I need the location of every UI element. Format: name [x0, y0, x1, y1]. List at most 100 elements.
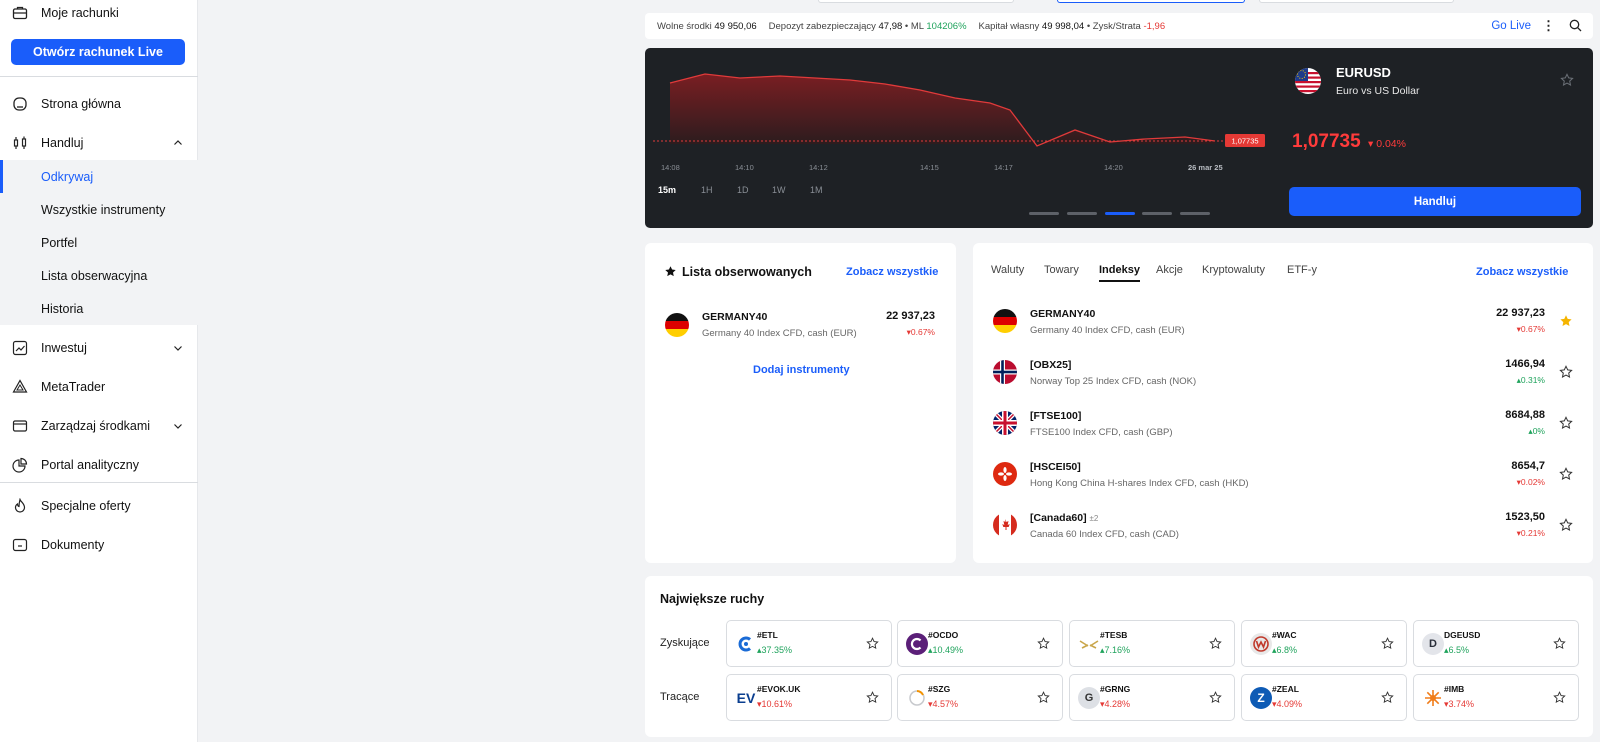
- down-arrow-icon: ▾: [1272, 699, 1277, 709]
- sidebar-subitem-history[interactable]: Historia: [0, 292, 198, 325]
- open-live-account-button[interactable]: Otwórz rachunek Live: [11, 39, 185, 65]
- mover-card[interactable]: #OCDO ▴10.49%: [897, 620, 1063, 667]
- star-outline-icon[interactable]: [1553, 691, 1566, 704]
- tab-crypto[interactable]: Kryptowaluty: [1202, 264, 1265, 276]
- markets-see-all-link[interactable]: Zobacz wszystkie: [1476, 266, 1569, 278]
- mover-change: ▾4.57%: [928, 699, 958, 710]
- star-outline-icon[interactable]: [1559, 365, 1573, 379]
- mover-change: ▴37.35%: [757, 645, 792, 656]
- chevron-down-icon: [172, 342, 184, 354]
- carousel-dot[interactable]: [1105, 212, 1135, 215]
- mover-card[interactable]: #SZG ▾4.57%: [897, 674, 1063, 721]
- sidebar-subitem-label: Portfel: [41, 235, 78, 250]
- search-icon[interactable]: [1569, 19, 1583, 33]
- add-instruments-link[interactable]: Dodaj instrumenty: [753, 364, 850, 376]
- instrument-chart-card: 1,07735 14:08 14:10 14:12 14:15 14:17 14…: [645, 48, 1593, 228]
- sidebar-item-accounts[interactable]: Moje rachunki: [0, 0, 198, 29]
- sidebar-subitem-watchlist[interactable]: Lista obserwacyjna: [0, 259, 198, 292]
- down-arrow-icon: ▾: [1516, 324, 1521, 334]
- carousel-dot[interactable]: [1180, 212, 1210, 215]
- mover-card[interactable]: G #GRNG ▾4.28%: [1069, 674, 1235, 721]
- mover-card[interactable]: #TESB ▴7.16%: [1069, 620, 1235, 667]
- mover-change-value: 37.35%: [761, 645, 793, 655]
- sidebar-item-label: Zarządzaj środkami: [41, 419, 151, 433]
- sidebar-item-home[interactable]: Strona główna: [0, 88, 198, 120]
- market-change-value: 0.02%: [1520, 477, 1545, 487]
- sidebar-subitem-all-instruments[interactable]: Wszystkie instrumenty: [0, 193, 198, 226]
- mover-card[interactable]: #ETL ▴37.35%: [726, 620, 892, 667]
- up-arrow-icon: ▴: [1100, 645, 1105, 655]
- market-instrument-name[interactable]: [OBX25]: [1030, 359, 1072, 371]
- sidebar-item-trade[interactable]: Handluj: [0, 127, 198, 159]
- star-outline-icon[interactable]: [1560, 73, 1574, 87]
- star-outline-icon[interactable]: [1381, 691, 1394, 704]
- carousel-dot[interactable]: [1142, 212, 1172, 215]
- go-live-link[interactable]: Go Live: [1491, 20, 1531, 32]
- tab-currencies[interactable]: Waluty: [991, 264, 1025, 276]
- eurusd-flag-icon: [1295, 68, 1321, 94]
- watchlist-instrument-change: ▾0.67%: [907, 327, 935, 338]
- market-instrument-name[interactable]: [FTSE100]: [1030, 410, 1082, 422]
- timeframe-1h[interactable]: 1H: [701, 185, 713, 195]
- sidebar-item-metatrader[interactable]: MetaTrader: [0, 371, 198, 403]
- market-instrument-name[interactable]: GERMANY40: [1030, 308, 1096, 320]
- sidebar-item-special-offers[interactable]: Specjalne oferty: [0, 490, 198, 522]
- star-outline-icon[interactable]: [1559, 416, 1573, 430]
- tab-stocks[interactable]: Akcje: [1156, 264, 1183, 276]
- market-instrument-price: 8684,88: [1505, 409, 1545, 421]
- star-outline-icon[interactable]: [866, 691, 879, 704]
- sidebar-item-invest[interactable]: Inwestuj: [0, 332, 198, 364]
- more-menu-icon[interactable]: ⋮: [1542, 18, 1555, 33]
- margin-value: 47,98: [878, 20, 903, 32]
- chevron-down-icon: [172, 420, 184, 432]
- timeframe-15m[interactable]: 15m: [658, 185, 677, 195]
- market-instrument-name[interactable]: [HSCEI50]: [1030, 461, 1081, 473]
- mover-card[interactable]: D DGEUSD ▴6.5%: [1413, 620, 1579, 667]
- price-area: [670, 74, 1215, 146]
- szg-logo-icon: [906, 687, 928, 709]
- price-chart: 1,07735 14:08 14:10 14:12 14:15 14:17 14…: [653, 73, 1265, 172]
- market-instrument-price: 22 937,23: [1496, 307, 1545, 319]
- star-outline-icon[interactable]: [1559, 467, 1573, 481]
- mover-card[interactable]: #IMB ▾3.74%: [1413, 674, 1579, 721]
- etl-logo-icon: [735, 633, 757, 655]
- star-outline-icon[interactable]: [1037, 637, 1050, 650]
- star-outline-icon[interactable]: [1553, 637, 1566, 650]
- star-outline-icon[interactable]: [1037, 691, 1050, 704]
- tab-etf[interactable]: ETF-y: [1287, 264, 1317, 276]
- mover-card[interactable]: EV #EVOK.UK ▾10.61%: [726, 674, 892, 721]
- timeframe-1d[interactable]: 1D: [737, 185, 749, 195]
- mover-change-value: 10.61%: [761, 699, 793, 709]
- star-outline-icon[interactable]: [1209, 691, 1222, 704]
- sidebar-item-analytics[interactable]: Portal analityczny: [0, 449, 198, 481]
- carousel-dot[interactable]: [1029, 212, 1059, 215]
- tab-indices[interactable]: Indeksy: [1099, 264, 1140, 282]
- market-instrument-name[interactable]: [Canada60] ±2: [1030, 512, 1098, 524]
- tab-commodities[interactable]: Towary: [1044, 264, 1079, 276]
- market-instrument-change: ▴0%: [1528, 426, 1545, 437]
- sidebar-subitem-discover[interactable]: Odkrywaj: [0, 160, 198, 193]
- mover-card[interactable]: #WAC ▴6.8%: [1241, 620, 1407, 667]
- star-filled-icon[interactable]: [1559, 314, 1573, 328]
- market-instrument-desc: Germany 40 Index CFD, cash (EUR): [1030, 325, 1185, 336]
- sidebar-item-manage-funds[interactable]: Zarządzaj środkami: [0, 410, 198, 442]
- norway-flag-icon: [993, 360, 1017, 384]
- watchlist-instrument-desc: Germany 40 Index CFD, cash (EUR): [702, 328, 857, 339]
- market-instrument-sup: ±2: [1089, 514, 1099, 523]
- trade-button[interactable]: Handluj: [1289, 187, 1581, 216]
- sidebar-subitem-portfolio[interactable]: Portfel: [0, 226, 198, 259]
- star-outline-icon[interactable]: [1559, 518, 1573, 532]
- star-outline-icon[interactable]: [1209, 637, 1222, 650]
- timeframe-1m[interactable]: 1M: [810, 185, 823, 195]
- watchlist-see-all-link[interactable]: Zobacz wszystkie: [846, 266, 939, 278]
- gainers-label: Zyskujące: [660, 637, 710, 649]
- carousel-dot[interactable]: [1067, 212, 1097, 215]
- star-outline-icon[interactable]: [866, 637, 879, 650]
- sidebar-item-documents[interactable]: Dokumenty: [0, 529, 198, 561]
- market-instrument-change: ▾0.21%: [1517, 528, 1545, 539]
- mover-card[interactable]: Z #ZEAL ▾4.09%: [1241, 674, 1407, 721]
- watchlist-instrument-name[interactable]: GERMANY40: [702, 311, 768, 323]
- star-outline-icon[interactable]: [1381, 637, 1394, 650]
- timeframe-1w[interactable]: 1W: [772, 185, 786, 195]
- market-instrument-desc: FTSE100 Index CFD, cash (GBP): [1030, 427, 1173, 438]
